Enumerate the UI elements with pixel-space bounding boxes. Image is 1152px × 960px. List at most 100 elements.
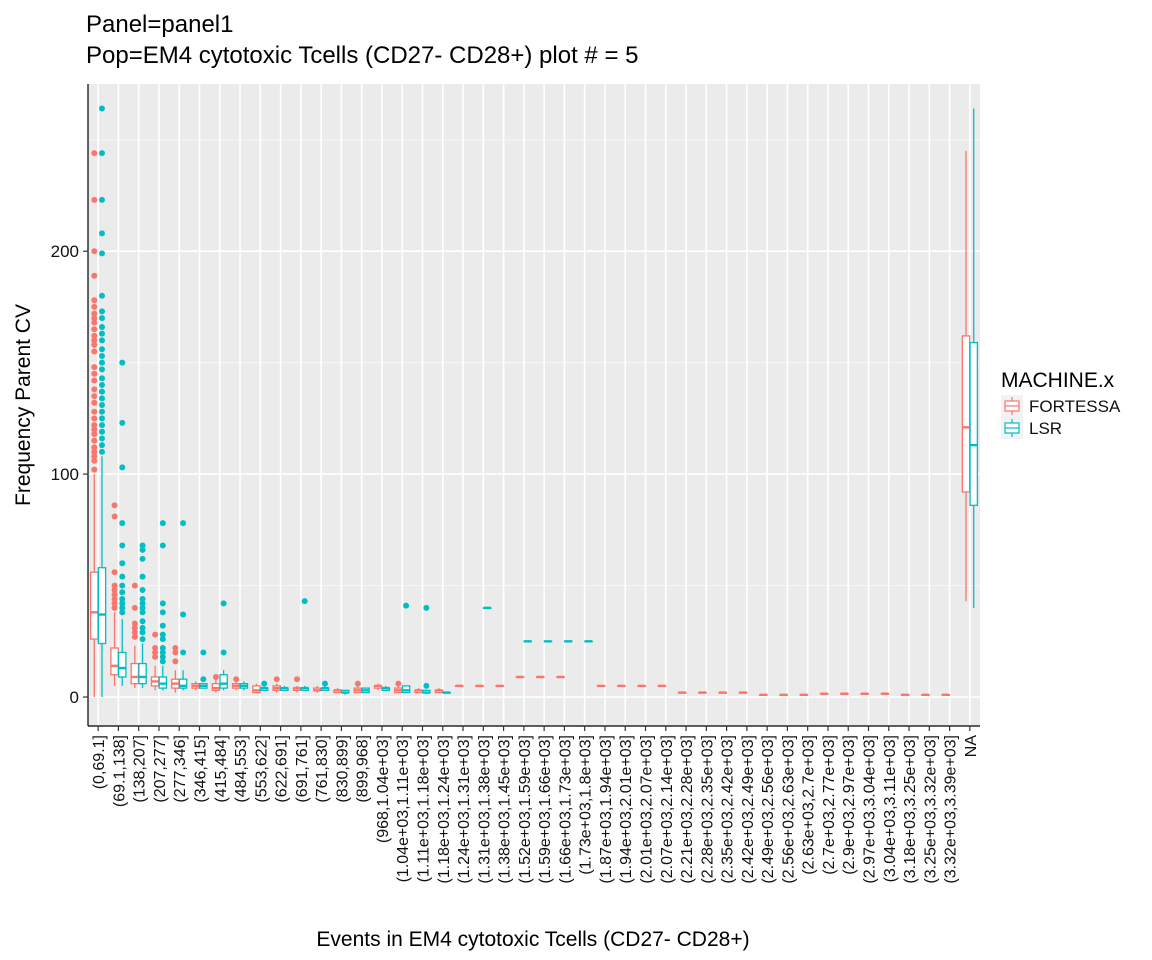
box-fortessa-36 (819, 692, 829, 695)
outlier-point (159, 600, 166, 607)
box-lsr-3 (158, 520, 168, 691)
x-tick-label: (1.59e+03,1.66e+03] (537, 735, 554, 884)
x-tick-label: (1.52e+03,1.59e+03] (517, 735, 534, 884)
outlier-point (159, 542, 166, 549)
outlier-point (119, 419, 126, 426)
outlier-point (91, 315, 98, 322)
outlier-point (152, 653, 159, 660)
outlier-point (91, 415, 98, 422)
box-body (97, 567, 107, 645)
outlier-point (220, 600, 227, 607)
box-body (961, 335, 971, 493)
outlier-point (98, 250, 105, 257)
outlier-point (212, 673, 219, 680)
box-lsr-15 (401, 602, 411, 694)
x-tick-label: (2.56e+03,2.63e+03] (780, 735, 797, 884)
outlier-point (159, 649, 166, 656)
box-fortessa-1 (110, 502, 119, 686)
outlier-point (139, 555, 146, 562)
x-tick-label: (1.31e+03,1.38e+03] (476, 735, 493, 884)
box-fortessa-29 (677, 691, 687, 694)
box-body (219, 674, 228, 689)
outlier-point (139, 595, 146, 602)
outlier-point (91, 319, 98, 326)
outlier-point (395, 680, 402, 687)
outlier-point (98, 442, 105, 449)
outlier-point (91, 457, 98, 464)
outlier-point (98, 230, 105, 237)
box-fortessa-25 (596, 684, 606, 688)
outlier-point (91, 337, 98, 344)
box-fortessa-17 (434, 688, 444, 694)
outlier-point (139, 546, 146, 553)
outlier-point (172, 658, 179, 665)
outlier-point (139, 604, 146, 611)
outlier-point (119, 359, 126, 366)
box-fortessa-30 (698, 691, 707, 694)
outlier-point (131, 633, 138, 640)
x-tick-label: (2.7e+03,2.77e+03] (821, 735, 838, 875)
outlier-point (98, 448, 105, 455)
outlier-point (139, 609, 146, 616)
outlier-point (139, 600, 146, 607)
outlier-point (91, 408, 98, 415)
box-fortessa-27 (637, 684, 646, 688)
box-body (130, 662, 140, 685)
x-tick-label: (3.25e+03,3.32e+03] (922, 735, 939, 884)
outlier-point (119, 520, 126, 527)
outlier-point (152, 649, 159, 656)
outlier-point (152, 644, 159, 651)
box-fortessa-10 (292, 676, 302, 693)
box-fortessa-14 (373, 683, 383, 691)
box-lsr-23 (563, 640, 573, 643)
outlier-point (159, 653, 166, 660)
outlier-point (91, 310, 98, 317)
outlier-point (152, 631, 159, 638)
outlier-point (321, 680, 328, 687)
outlier-point (91, 386, 98, 393)
box-fortessa-7 (231, 676, 241, 691)
x-tick-label: (1.18e+03,1.24e+03] (436, 735, 453, 884)
outlier-point (139, 624, 146, 631)
outlier-point (98, 330, 105, 337)
x-tick-label: (3.04e+03,3.11e+03] (882, 735, 899, 882)
outlier-point (98, 366, 105, 373)
x-tick-label: (761,830] (314, 735, 331, 803)
outlier-point (139, 587, 146, 594)
outlier-point (119, 604, 126, 611)
outlier-point (159, 658, 166, 665)
outlier-point (98, 308, 105, 315)
x-tick-label: NA (963, 735, 980, 758)
box-body (110, 647, 119, 676)
box-lsr-8 (259, 680, 269, 691)
outlier-point (172, 649, 179, 656)
outlier-point (131, 604, 138, 611)
outlier-point (91, 448, 98, 455)
x-axis-label: Events in EM4 cytotoxic Tcells (CD27- CD… (316, 928, 749, 951)
outlier-point (91, 430, 98, 437)
outlier-point (111, 591, 118, 598)
box-lsr-11 (320, 680, 330, 691)
box-lsr-4 (178, 520, 188, 691)
outlier-point (111, 587, 118, 594)
outlier-point (98, 381, 105, 388)
box-lsr-7 (239, 681, 249, 691)
y-tick-label: 100 (51, 465, 79, 484)
outlier-point (98, 352, 105, 359)
box-fortessa-6 (211, 673, 221, 693)
box-lsr-1 (117, 359, 127, 686)
y-tick-label: 200 (51, 242, 79, 261)
outlier-point (111, 600, 118, 607)
x-tick-label: (484,553] (233, 735, 250, 803)
x-tick-label: (2.63e+03,2.7e+03] (801, 735, 818, 875)
outlier-point (119, 542, 126, 549)
outlier-point (91, 248, 98, 255)
x-tick-label: (1.38e+03,1.45e+03] (497, 735, 514, 884)
box-fortessa-0 (89, 150, 99, 698)
outlier-point (159, 609, 166, 616)
outlier-point (98, 346, 105, 353)
box-fortessa-37 (840, 692, 849, 695)
outlier-point (91, 364, 98, 371)
outlier-point (98, 402, 105, 408)
legend-title: MACHINE.x (1001, 369, 1115, 392)
